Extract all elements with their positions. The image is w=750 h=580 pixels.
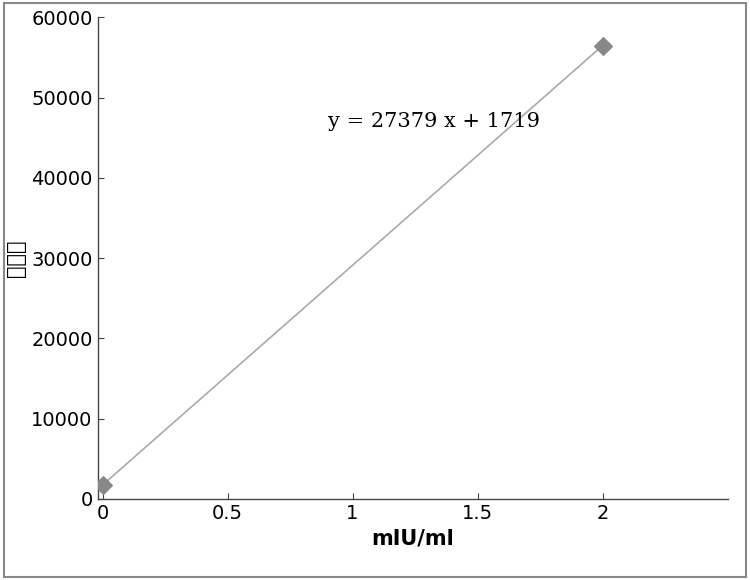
X-axis label: mIU/ml: mIU/ml <box>371 528 454 548</box>
Text: y = 27379 x + 1719: y = 27379 x + 1719 <box>328 112 539 131</box>
Point <box>97 480 109 490</box>
Y-axis label: 发光値: 发光値 <box>5 240 26 277</box>
Point <box>596 41 608 50</box>
